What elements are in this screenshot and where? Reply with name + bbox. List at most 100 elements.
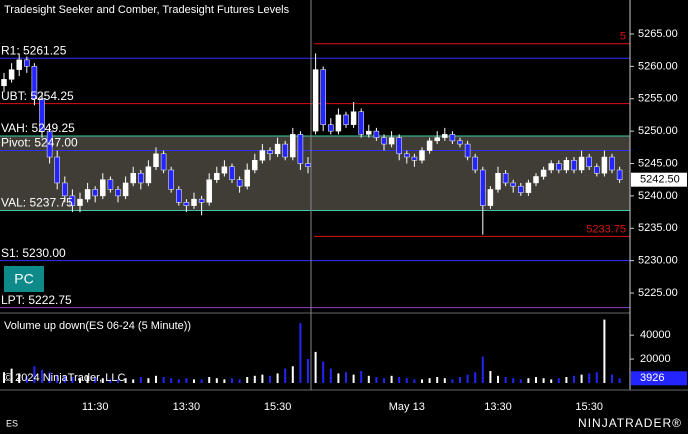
volume-bar (79, 378, 81, 383)
volume-bar (246, 377, 249, 383)
pc-button-label[interactable]: PC (14, 271, 33, 287)
candle-body (533, 176, 539, 184)
volume-bar (276, 373, 279, 383)
volume-bar (170, 378, 173, 383)
volume-bar (466, 374, 469, 383)
candle-body (464, 143, 471, 158)
level-label: R1: 5261.25 (1, 43, 67, 57)
volume-bar (63, 375, 66, 383)
candle-body (54, 156, 60, 184)
volume-bar (367, 375, 370, 383)
candle-body (442, 134, 448, 138)
candle-body (320, 69, 326, 125)
candle-body (510, 182, 516, 187)
candle-body (578, 156, 585, 171)
candle-body (601, 156, 608, 174)
candle-body (16, 59, 22, 70)
candle-body (350, 111, 357, 125)
volume-bar (147, 378, 150, 383)
volume-bar (497, 375, 499, 383)
candle-body (426, 140, 433, 151)
volume-bar (101, 378, 104, 383)
y-tick-label: 5250.00 (638, 125, 678, 137)
candle-body (411, 156, 418, 161)
candle-body (183, 202, 190, 206)
candle-body (259, 150, 266, 161)
candle-body (502, 172, 509, 184)
volume-bar (398, 377, 401, 383)
volume-bar (360, 371, 363, 383)
candle-body (176, 189, 182, 203)
candle-body (8, 69, 15, 80)
candle-body (366, 130, 372, 135)
candle-body (404, 153, 410, 158)
candle-body (282, 143, 288, 158)
last-price-label: 5242.50 (640, 174, 680, 186)
volume-bar (56, 374, 59, 383)
candle-body (328, 124, 334, 132)
candle-body (396, 137, 402, 155)
volume-bar (33, 366, 36, 383)
volume-bar (124, 378, 127, 383)
volume-bar (71, 377, 74, 383)
chart-title: Tradesight Seeker and Comber, Tradesight… (4, 4, 290, 16)
volume-bar (405, 378, 408, 383)
candle-body (381, 137, 387, 145)
volume-bar (542, 378, 545, 383)
candle-body (115, 189, 121, 197)
volume-bar (41, 369, 43, 383)
last-price-box (631, 172, 687, 187)
pc-button[interactable] (4, 266, 44, 292)
volume-bar (390, 375, 393, 383)
volume-bar (253, 375, 256, 383)
volume-bar (291, 366, 294, 383)
candle-body (84, 189, 91, 200)
volume-bar (573, 375, 575, 383)
candle-body (31, 66, 38, 100)
y-tick-label: 5255.00 (638, 93, 678, 105)
candle-body (130, 172, 136, 184)
x-tick-label: 13:30 (173, 401, 201, 413)
volume-bar (132, 379, 135, 383)
volume-bar (413, 379, 416, 383)
x-tick-label: May 13 (389, 401, 425, 413)
volume-bar (238, 379, 241, 383)
candle-body (495, 172, 501, 190)
volume-bar (231, 378, 233, 383)
candle-body (92, 189, 98, 197)
candle-body (343, 114, 349, 125)
level-label: VAL: 5237.75 (1, 196, 73, 210)
candle-body (480, 169, 486, 206)
volume-bar (504, 377, 507, 383)
instrument: ES (6, 418, 18, 428)
candle-body (160, 153, 167, 171)
volume-bar (550, 379, 553, 383)
y-tick-label: 5235.00 (638, 222, 678, 234)
volume-bar (299, 323, 302, 383)
volume-bar (48, 372, 51, 383)
volume-bar (383, 378, 385, 383)
candle-body (525, 182, 532, 193)
y-tick-label: 20000 (640, 353, 671, 365)
candle-body (100, 179, 106, 197)
copyright: © 2024 NinjaTrader, LLC (4, 372, 125, 384)
candle-body (594, 166, 600, 174)
volume-bar (512, 378, 515, 383)
candle-body (153, 153, 159, 167)
candle-body (62, 182, 68, 197)
y-tick-label: 5245.00 (638, 157, 678, 169)
candle-body (472, 156, 478, 171)
volume-bar (200, 379, 203, 383)
volume-bar (421, 379, 423, 383)
volume-bar (618, 378, 621, 383)
level-label: 5 (620, 31, 626, 43)
candle-body (518, 185, 524, 193)
candle-body (305, 163, 311, 167)
candle-body (214, 172, 220, 180)
candle-body (77, 198, 83, 206)
volume-bar (459, 377, 461, 383)
candle-body (419, 150, 425, 161)
volume-bar (588, 373, 591, 383)
volume-bar (557, 378, 560, 383)
